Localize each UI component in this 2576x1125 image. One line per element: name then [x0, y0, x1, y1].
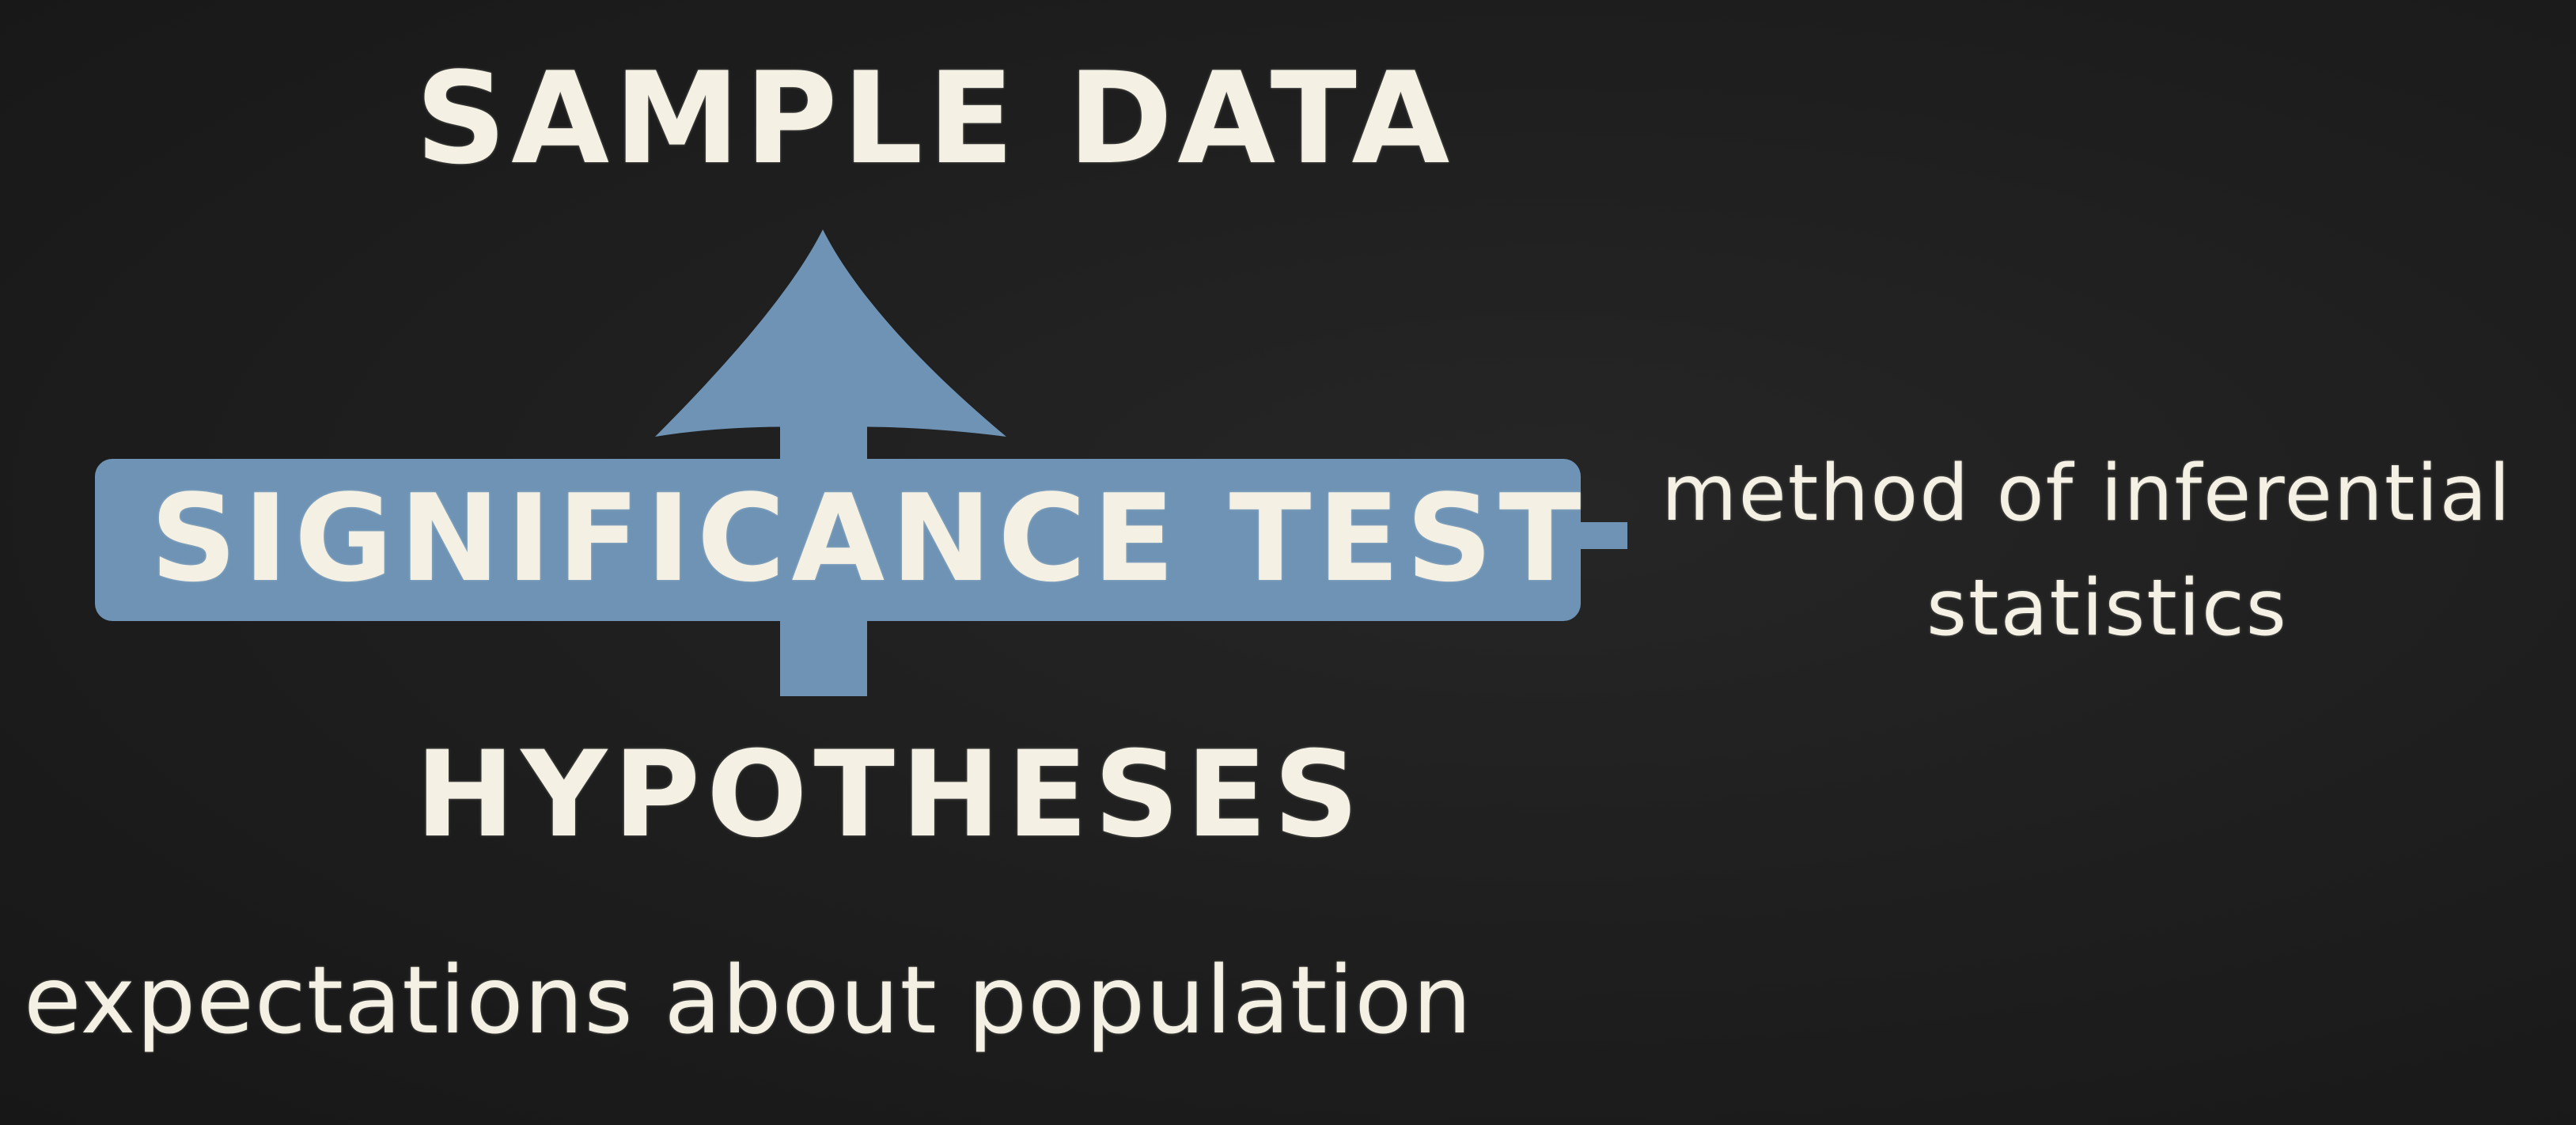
side-note-line-1: method of inferential	[1661, 449, 2512, 539]
hypotheses-label: HYPOTHESES	[415, 726, 1366, 864]
expectations-caption: expectations about population	[24, 945, 1473, 1055]
significance-test-label: SIGNIFICANCE TEST	[150, 468, 1588, 608]
arrow-head	[655, 229, 1006, 437]
significance-test-box	[95, 459, 1581, 621]
connector-tab	[1578, 522, 1627, 549]
sample-data-label: SAMPLE DATA	[415, 44, 1455, 192]
side-note-line-2: statistics	[1926, 563, 2288, 653]
